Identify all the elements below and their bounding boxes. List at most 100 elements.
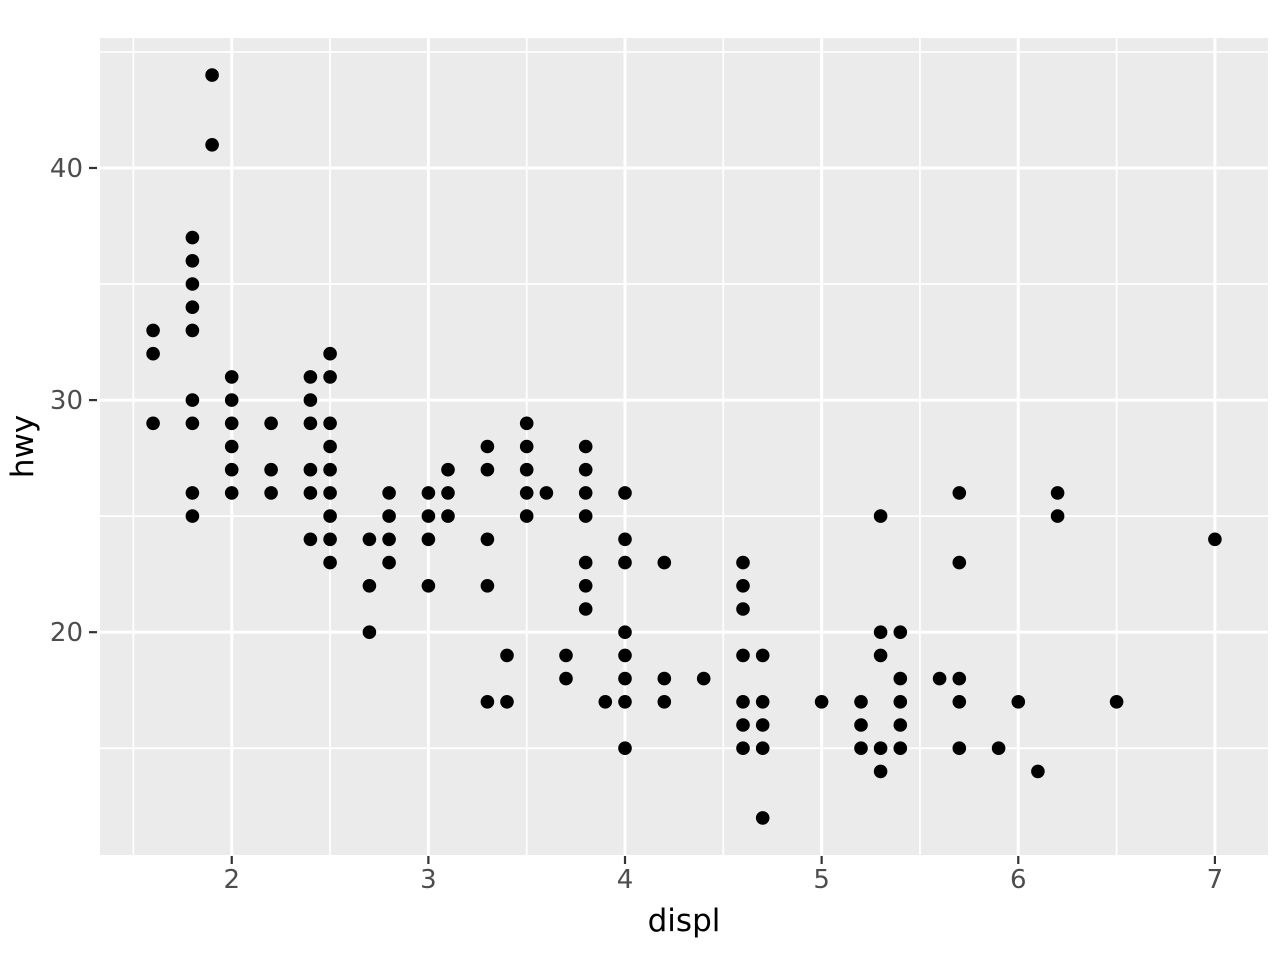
data-point: [814, 695, 829, 709]
data-point: [185, 486, 200, 500]
data-point: [755, 718, 770, 732]
data-point: [736, 695, 750, 709]
data-point: [893, 695, 908, 709]
data-point: [382, 486, 396, 500]
data-point: [854, 718, 868, 732]
data-point: [578, 462, 593, 477]
data-point: [323, 370, 337, 384]
data-point: [618, 532, 632, 547]
data-point: [500, 695, 514, 709]
data-point: [893, 625, 908, 639]
data-point: [873, 625, 888, 639]
data-point: [382, 509, 396, 523]
axis-tick-labels: 2 3 4 5 6 7 20 30 40: [50, 154, 1223, 895]
minor-gridlines: [100, 38, 1268, 855]
data-point: [303, 486, 318, 500]
data-point: [185, 277, 200, 291]
data-point: [382, 555, 396, 570]
data-point: [264, 486, 278, 500]
data-point: [224, 370, 239, 384]
data-point: [421, 509, 436, 523]
data-point: [421, 532, 436, 547]
data-point: [893, 741, 908, 755]
data-point: [657, 695, 672, 709]
data-point: [736, 555, 750, 570]
data-point: [185, 323, 200, 338]
data-point: [224, 462, 239, 477]
y-tick-label: 20: [50, 618, 83, 648]
data-point: [598, 695, 613, 709]
data-point: [185, 300, 200, 315]
major-gridlines: [100, 38, 1268, 855]
data-point: [323, 462, 337, 477]
data-point: [264, 416, 278, 431]
data-point: [755, 695, 770, 709]
data-point: [873, 741, 888, 755]
data-point: [519, 439, 534, 454]
data-point: [146, 346, 160, 361]
data-point: [1011, 695, 1026, 709]
data-point: [362, 532, 377, 547]
data-point: [185, 230, 200, 245]
data-point: [539, 486, 554, 500]
data-point: [854, 695, 868, 709]
data-point: [952, 695, 967, 709]
data-point: [205, 68, 219, 82]
data-point: [578, 509, 593, 523]
data-point: [736, 602, 750, 616]
x-tick-label: 2: [223, 865, 240, 895]
data-point: [480, 695, 495, 709]
data-point: [323, 416, 337, 431]
data-point: [755, 811, 770, 825]
data-point: [323, 486, 337, 500]
data-point: [618, 671, 632, 686]
axis-ticks: [89, 166, 1217, 864]
data-point: [736, 741, 750, 755]
data-point: [303, 416, 318, 431]
data-point: [578, 486, 593, 500]
data-point: [736, 648, 750, 663]
data-point: [323, 439, 337, 454]
data-point: [578, 579, 593, 593]
data-point: [755, 741, 770, 755]
data-point: [224, 486, 239, 500]
data-point: [421, 486, 436, 500]
data-point: [303, 393, 318, 407]
data-point: [618, 741, 632, 755]
data-point: [696, 671, 711, 686]
plot-panel: [100, 38, 1268, 855]
data-point: [185, 416, 200, 431]
data-point: [618, 695, 632, 709]
data-point: [323, 509, 337, 523]
data-point: [205, 138, 219, 152]
x-tick-label: 5: [813, 865, 830, 895]
data-point: [1109, 695, 1124, 709]
data-point: [441, 486, 455, 500]
data-point: [854, 741, 868, 755]
data-point: [1208, 532, 1222, 547]
y-tick-label: 40: [50, 154, 83, 184]
data-point: [991, 741, 1006, 755]
data-points: [146, 68, 1222, 825]
data-point: [736, 579, 750, 593]
panel-background: [100, 38, 1268, 855]
data-point: [323, 555, 337, 570]
y-tick-label: 30: [50, 386, 83, 416]
data-point: [185, 393, 200, 407]
data-point: [618, 648, 632, 663]
data-point: [441, 509, 455, 523]
data-point: [952, 741, 967, 755]
data-point: [657, 671, 672, 686]
data-point: [185, 509, 200, 523]
x-tick-label: 7: [1207, 865, 1224, 895]
data-point: [480, 462, 495, 477]
data-point: [519, 486, 534, 500]
data-point: [303, 370, 318, 384]
data-point: [480, 532, 495, 547]
data-point: [1050, 486, 1065, 500]
data-point: [224, 439, 239, 454]
data-point: [618, 486, 632, 500]
data-point: [755, 648, 770, 663]
